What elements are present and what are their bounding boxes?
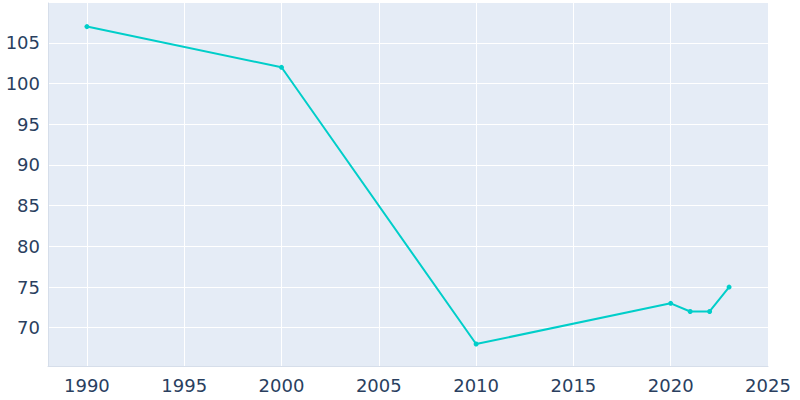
svg-text:75: 75 <box>17 277 40 298</box>
svg-text:2015: 2015 <box>550 375 596 396</box>
svg-text:105: 105 <box>6 32 40 53</box>
svg-text:2010: 2010 <box>453 375 499 396</box>
svg-text:70: 70 <box>17 317 40 338</box>
svg-text:90: 90 <box>17 154 40 175</box>
svg-text:95: 95 <box>17 114 40 135</box>
svg-text:100: 100 <box>6 73 40 94</box>
svg-text:2000: 2000 <box>259 375 305 396</box>
svg-text:1995: 1995 <box>161 375 207 396</box>
svg-text:2005: 2005 <box>356 375 402 396</box>
svg-text:1990: 1990 <box>64 375 110 396</box>
svg-text:85: 85 <box>17 195 40 216</box>
svg-text:2020: 2020 <box>648 375 694 396</box>
svg-text:80: 80 <box>17 236 40 257</box>
svg-text:2025: 2025 <box>745 375 791 396</box>
